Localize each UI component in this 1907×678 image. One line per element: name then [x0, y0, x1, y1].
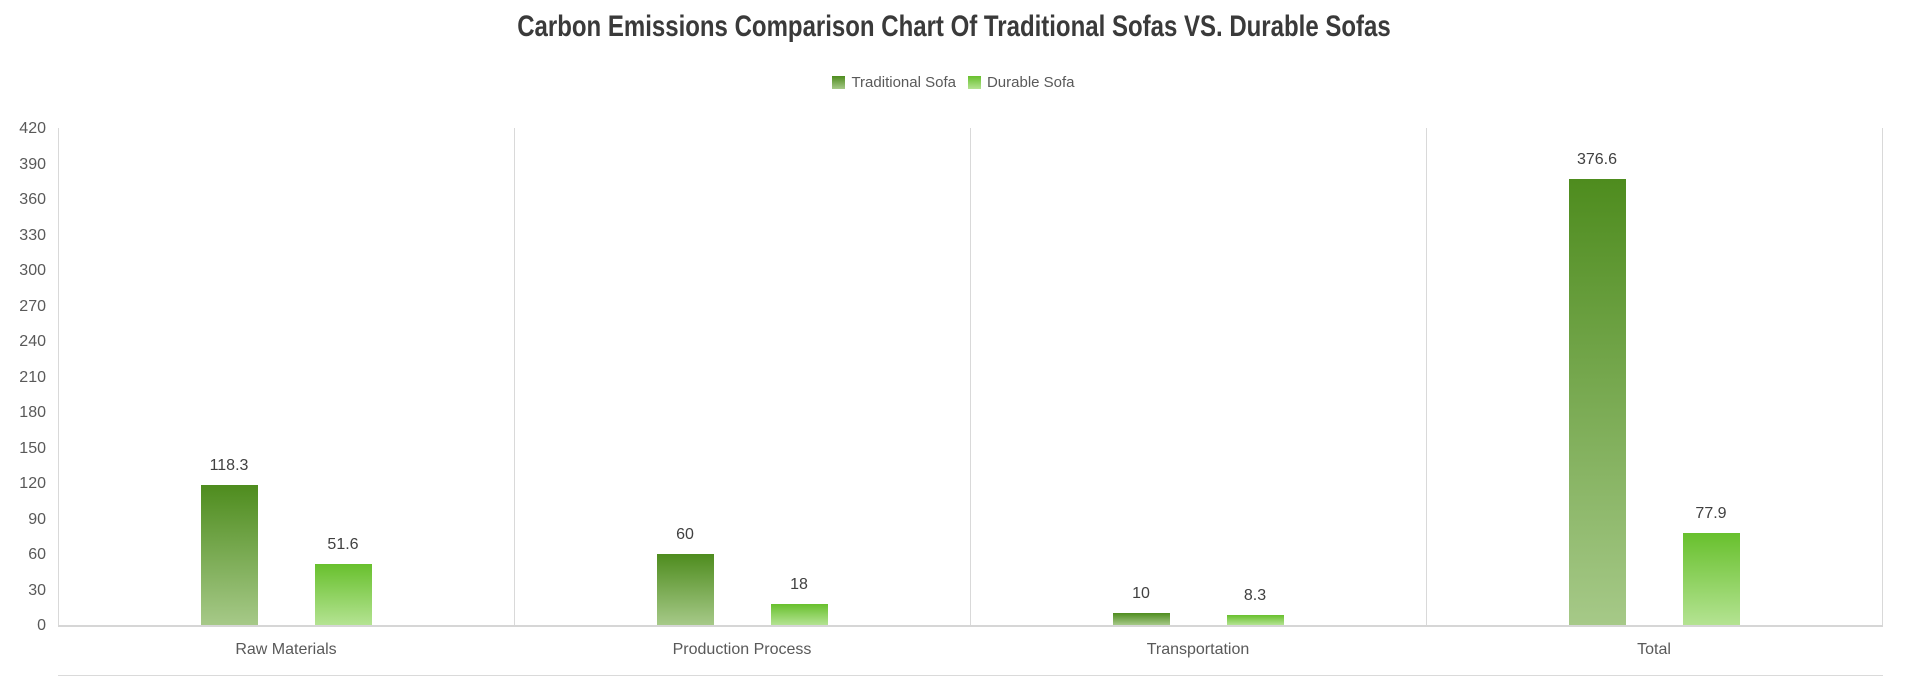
bar-group: 376.6 77.9 — [1426, 128, 1882, 625]
y-axis: 0 30 60 90 120 150 180 210 240 270 300 330 360 390 420 — [0, 120, 46, 634]
bar-durable — [1682, 532, 1740, 625]
x-axis-line — [58, 625, 1883, 627]
chart-title-text: Carbon Emissions Comparison Chart Of Tra… — [516, 10, 1391, 43]
y-tick-label: 240 — [19, 333, 46, 350]
x-category-label: Production Process — [672, 641, 812, 658]
y-tick-label: 330 — [19, 226, 46, 244]
bar-slot: 118.3 — [200, 457, 258, 625]
bar-durable — [1226, 615, 1284, 625]
y-tick-label: 120 — [19, 475, 46, 492]
y-tick-label: 270 — [19, 297, 46, 315]
y-tick-label: 300 — [19, 262, 46, 279]
bar-value-label: 18 — [790, 575, 808, 593]
legend-label: Traditional Sofa — [851, 74, 956, 91]
y-tick-label: 360 — [19, 191, 46, 208]
x-category-label: Transportation — [1146, 641, 1250, 658]
y-tick-label: 60 — [28, 546, 46, 563]
y-tick-label: 0 — [37, 617, 46, 634]
chart-title: Carbon Emissions Comparison Chart Of Tra… — [0, 10, 1907, 44]
bar-durable — [770, 603, 828, 625]
chart-bottom-border — [58, 675, 1883, 676]
bar-group: 118.3 51.6 — [58, 128, 514, 625]
bar-slot: 8.3 — [1226, 587, 1284, 625]
bar-slot: 77.9 — [1682, 505, 1740, 625]
y-axis-line — [58, 128, 59, 625]
y-tick-label: 180 — [19, 404, 46, 421]
legend-label: Durable Sofa — [986, 74, 1075, 91]
x-category-label: Raw Materials — [235, 641, 337, 658]
plot-area: 118.3 51.6 60 18 10 8.3 376.6 77.9 — [58, 128, 1883, 627]
legend-swatch-traditional-icon — [832, 76, 846, 89]
bar-value-label: 10 — [1132, 585, 1150, 603]
y-tick-label: 30 — [28, 581, 46, 599]
plot-right-border — [1882, 128, 1883, 625]
bar-value-label: 77.9 — [1695, 504, 1727, 522]
y-tick-label: 420 — [19, 120, 46, 137]
bar-value-label: 8.3 — [1243, 587, 1267, 605]
bar-value-label: 376.6 — [1576, 151, 1618, 169]
bar-traditional — [656, 554, 714, 625]
bar-durable — [314, 563, 372, 625]
bar-slot: 10 — [1112, 585, 1170, 625]
y-tick-label: 210 — [19, 368, 46, 386]
bar-group: 10 8.3 — [970, 128, 1426, 625]
x-category-label: Total — [1637, 641, 1671, 658]
bar-value-label: 118.3 — [209, 457, 249, 474]
y-tick-label: 90 — [28, 510, 46, 528]
y-tick-label: 390 — [19, 155, 46, 173]
bar-slot: 18 — [770, 576, 828, 625]
legend-swatch-durable-icon — [967, 76, 981, 89]
bar-slot: 60 — [656, 526, 714, 625]
bar-traditional — [1112, 613, 1170, 625]
y-tick-label: 150 — [19, 439, 46, 457]
bar-slot: 51.6 — [314, 536, 372, 625]
panel-divider-line — [970, 128, 971, 625]
bar-traditional — [200, 485, 258, 625]
bar-traditional — [1568, 179, 1626, 625]
legend-item-durable-sofa: Durable Sofa — [967, 74, 1075, 91]
bar-group: 60 18 — [514, 128, 970, 625]
bar-value-label: 60 — [676, 526, 694, 543]
panel-divider-line — [1426, 128, 1427, 625]
bar-value-label: 51.6 — [327, 535, 359, 553]
bar-slot: 376.6 — [1568, 151, 1626, 625]
panel-divider-line — [514, 128, 515, 625]
legend: Traditional Sofa Durable Sofa — [0, 74, 1907, 91]
legend-item-traditional-sofa: Traditional Sofa — [832, 74, 956, 91]
x-axis: Raw Materials Production Process Transport… — [58, 640, 1882, 662]
